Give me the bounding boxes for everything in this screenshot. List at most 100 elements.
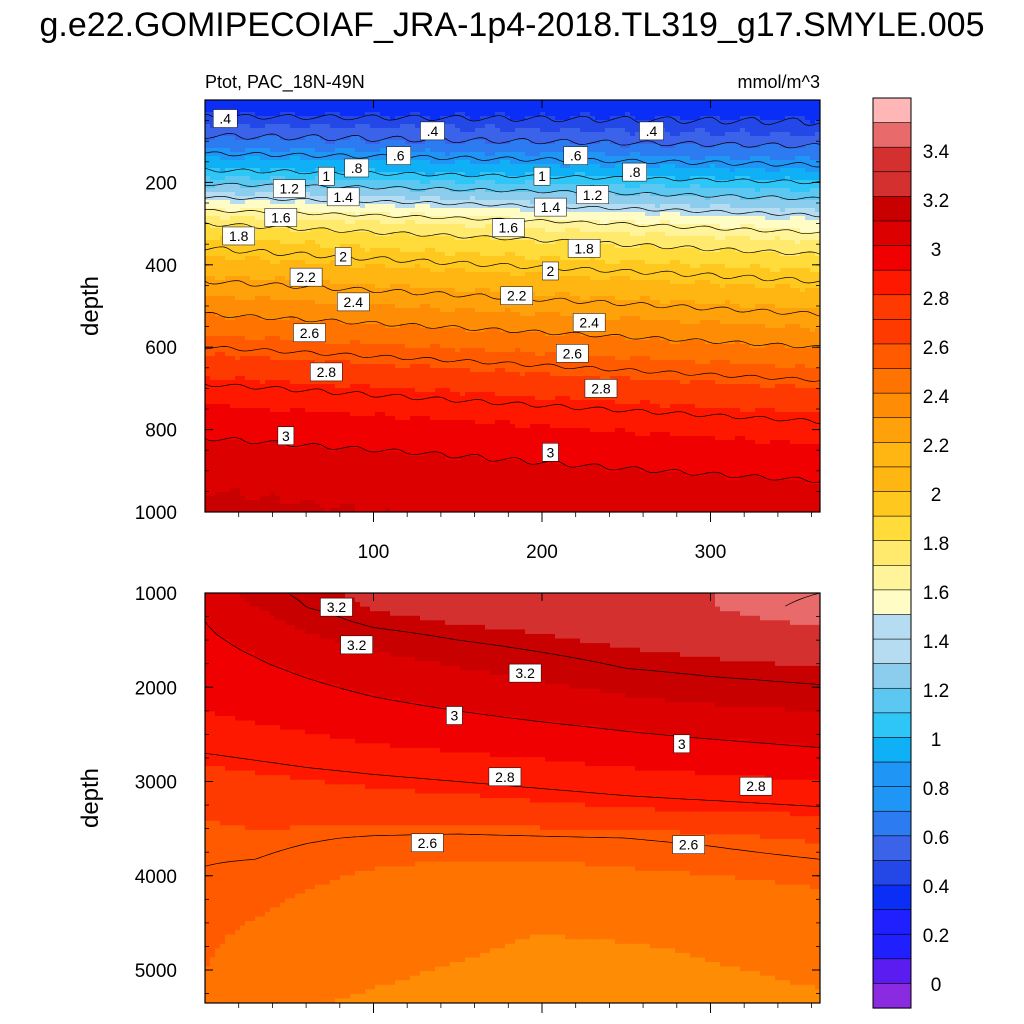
upper-cell [435,216,441,221]
upper-cell [380,180,386,185]
upper-cell [225,216,231,221]
upper-cell [475,220,481,225]
upper-cell [320,128,326,133]
upper-cell [600,244,606,249]
upper-cell [695,168,701,173]
upper-cell [595,116,601,121]
upper-cell [205,148,211,153]
upper-cell [775,232,781,237]
upper-cell [260,176,266,181]
upper-cell [395,176,401,181]
upper-cell [315,128,321,133]
upper-cell [265,160,271,165]
upper-cell [280,172,286,177]
upper-cell [220,252,226,257]
upper-cell [575,208,581,213]
upper-cell [500,168,506,173]
upper-cell [370,184,376,189]
upper-cell [780,156,786,161]
upper-cell [625,112,631,117]
upper-cell [775,188,781,193]
upper-cell [370,180,376,185]
upper-cell [295,236,301,241]
upper-cell [365,248,371,253]
upper-cell [390,120,396,125]
upper-cell [270,140,276,145]
upper-cell [810,256,816,261]
upper-cell [455,148,461,153]
upper-cell [770,180,776,185]
upper-cell [210,212,216,217]
upper-cell [715,100,721,105]
upper-cell [275,228,281,233]
upper-cell [580,104,586,109]
upper-cell [320,220,326,225]
upper-cell [420,140,426,145]
upper-cell [555,180,561,185]
upper-cell [320,144,326,149]
upper-cell [435,200,441,205]
upper-cell [620,100,626,105]
upper-cell [655,104,661,109]
upper-cell [610,156,616,161]
upper-cell [650,104,656,109]
upper-cell [790,248,796,253]
upper-cell [705,188,711,193]
upper-cell [545,120,551,125]
upper-cell [640,196,646,201]
upper-cell [220,216,226,221]
upper-cell [425,140,431,145]
upper-cell [370,116,376,121]
upper-cell [645,164,651,169]
upper-cell [385,120,391,125]
upper-cell [425,156,431,161]
upper-cell [565,212,571,217]
upper-cell [355,260,361,265]
upper-cell [690,160,696,165]
upper-cell [330,260,336,265]
upper-cell [530,100,536,105]
upper-cell [765,228,771,233]
upper-cell [390,212,396,217]
upper-cell [530,176,536,181]
upper-cell [735,236,741,241]
upper-cell [630,188,636,193]
upper-cell [490,148,496,153]
upper-cell [485,232,491,237]
upper-cell [420,172,426,177]
upper-cell [500,164,506,169]
upper-cell [795,192,801,197]
upper-cell [445,144,451,149]
upper-cell [755,140,761,145]
upper-cell [610,200,616,205]
upper-cell [450,152,456,157]
upper-cell [350,180,356,185]
upper-cell [670,128,676,133]
upper-cell [815,184,820,189]
upper-cell [740,188,746,193]
upper-cell [385,132,391,137]
upper-cell [565,140,571,145]
upper-cell [790,236,796,241]
upper-cell [220,144,226,149]
upper-cell [635,136,641,141]
upper-cell [805,136,811,141]
upper-cell [680,256,686,261]
upper-cell [425,164,431,169]
upper-cell [600,180,606,185]
upper-cell [260,148,266,153]
upper-cell [465,124,471,129]
upper-cell [360,152,366,157]
upper-cell [225,200,231,205]
upper-cell [520,112,526,117]
upper-cell [585,116,591,121]
upper-cell [280,256,286,261]
upper-cell [460,208,466,213]
upper-cell [390,196,396,201]
upper-cell [330,208,336,213]
upper-cell [770,172,776,177]
upper-cell [530,192,536,197]
upper-cell [470,192,476,197]
upper-cell [480,108,486,113]
upper-cell [770,232,776,237]
